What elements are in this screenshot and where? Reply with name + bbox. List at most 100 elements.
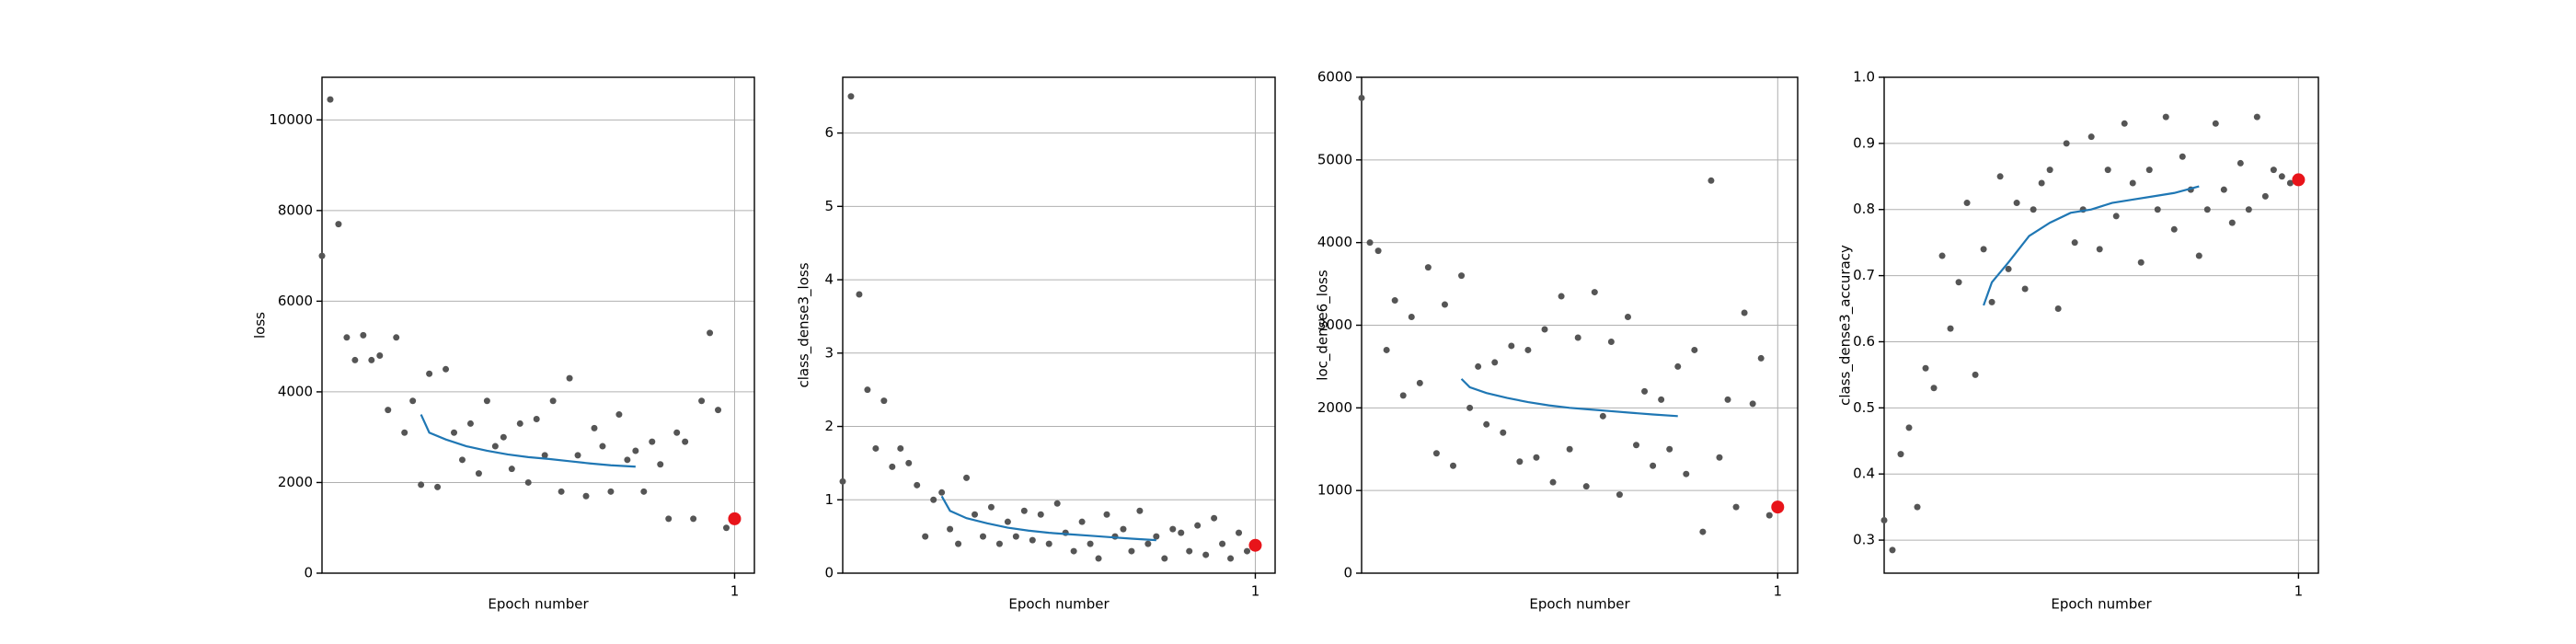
data-point [491, 443, 499, 450]
axes-frame [321, 76, 755, 574]
data-point [2212, 120, 2219, 127]
data-point [426, 370, 433, 377]
data-point [1641, 387, 1649, 395]
data-point [905, 459, 913, 466]
data-point [418, 481, 425, 489]
data-point [591, 424, 598, 431]
data-point [516, 420, 523, 427]
data-point [922, 533, 929, 540]
data-point [682, 438, 689, 445]
data-point [1880, 517, 1888, 524]
data-point [1144, 540, 1152, 547]
data-point [1955, 279, 1962, 286]
data-point [451, 429, 458, 436]
y-tick-label: 0.3 [1853, 532, 1875, 548]
data-point [1244, 547, 1251, 555]
data-point [632, 447, 639, 454]
x-axis-label: Epoch number [488, 596, 589, 613]
data-point [1070, 547, 1077, 555]
data-point [972, 511, 979, 518]
data-point [979, 533, 986, 540]
data-point [1914, 503, 1921, 511]
y-tick-label: 6000 [278, 293, 313, 309]
data-point [1980, 246, 1987, 253]
y-axis-label: class_dense3_loss [796, 262, 813, 387]
data-point [1219, 540, 1226, 547]
data-point [698, 397, 706, 405]
y-tick-label: 0.8 [1853, 201, 1875, 217]
data-point [335, 221, 342, 228]
data-point [649, 438, 656, 445]
x-tick-label: 1 [730, 583, 740, 600]
data-point [1765, 512, 1773, 519]
data-point [2145, 167, 2153, 174]
data-point [728, 512, 742, 525]
moving-average-line [420, 414, 636, 468]
y-tick-label: 1000 [1317, 482, 1352, 499]
data-point [880, 397, 888, 405]
data-point [2096, 246, 2103, 253]
data-point [1475, 362, 1482, 370]
y-axis-label: loss [252, 312, 269, 339]
data-point [1366, 239, 1374, 247]
data-point [2104, 167, 2111, 174]
data-point [327, 96, 334, 103]
data-point [1236, 529, 1243, 536]
y-tick-label: 3000 [1317, 316, 1352, 333]
data-point [914, 481, 921, 489]
axes-frame [1361, 76, 1799, 574]
data-point [1391, 297, 1398, 305]
data-point [1483, 420, 1490, 428]
x-axis-label: Epoch number [1008, 596, 1110, 613]
data-point [1996, 173, 2004, 180]
data-point [2253, 113, 2260, 121]
y-tick-label: 0.4 [1853, 466, 1875, 482]
data-point [1227, 555, 1235, 562]
data-point [475, 470, 482, 477]
data-point [690, 515, 697, 523]
data-point [938, 489, 946, 496]
data-point [889, 463, 896, 470]
y-tick-label: 4000 [278, 383, 313, 399]
data-point [1399, 392, 1407, 399]
data-point [1683, 470, 1690, 477]
data-point [2087, 133, 2095, 141]
data-point [1741, 309, 1748, 316]
data-point [2203, 206, 2211, 213]
data-point [1666, 445, 1673, 453]
data-point [707, 329, 714, 337]
data-point [2021, 285, 2029, 293]
data-point [2195, 252, 2202, 259]
y-axis-label: class_dense3_accuracy [1837, 245, 1855, 406]
data-point [930, 496, 937, 503]
data-point [2162, 113, 2169, 121]
x-tick-label: 1 [2294, 583, 2304, 600]
y-tick-label: 4000 [1317, 234, 1352, 250]
data-point [1566, 445, 1573, 453]
data-point [640, 488, 648, 495]
data-point [351, 356, 359, 363]
data-point [376, 352, 384, 360]
data-point [1558, 293, 1565, 300]
data-point [1922, 364, 1929, 372]
data-point [2154, 206, 2161, 213]
data-point [1500, 429, 1507, 436]
data-point [2121, 120, 2128, 127]
y-tick-label: 0.7 [1853, 267, 1875, 283]
y-tick-label: 8000 [278, 201, 313, 218]
data-point [1930, 385, 1938, 392]
moving-average-line [1983, 185, 2200, 306]
data-point [483, 397, 490, 405]
data-point [1169, 525, 1177, 533]
data-point [582, 492, 590, 500]
data-point [466, 420, 474, 427]
data-point [839, 477, 846, 485]
y-tick-label: 2 [824, 418, 834, 434]
y-tick-label: 0 [1343, 565, 1352, 581]
data-point [1012, 533, 1019, 540]
data-point [1691, 346, 1698, 353]
data-point [1771, 500, 1785, 514]
data-point [1450, 462, 1457, 469]
data-point [624, 456, 631, 464]
data-point [1749, 400, 1756, 408]
